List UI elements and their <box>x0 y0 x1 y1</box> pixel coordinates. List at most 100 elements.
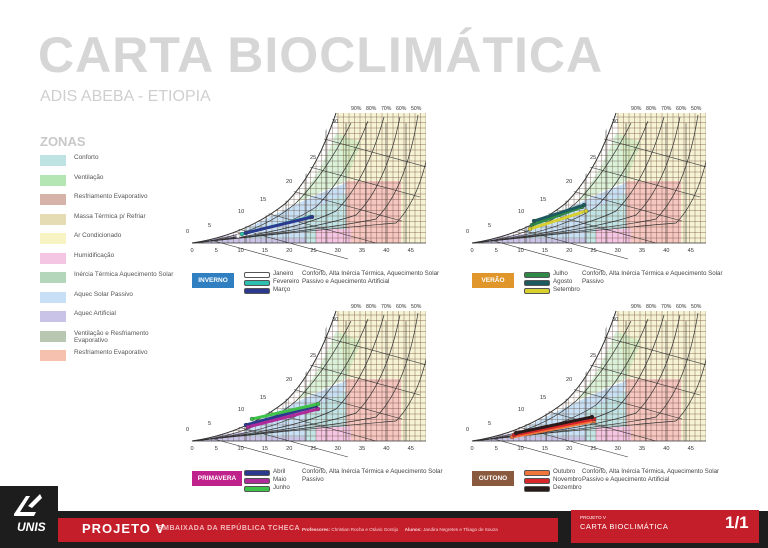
x-tick-label: 30 <box>615 248 621 254</box>
month-point <box>245 424 251 430</box>
zone-ventilacao <box>296 331 361 401</box>
saturation-label: 15 <box>540 395 546 401</box>
zone-swatch <box>40 311 66 322</box>
saturation-label: 5 <box>488 421 491 427</box>
zone-label: Ar Condicionado <box>74 232 122 239</box>
x-tick-label: 0 <box>470 446 473 452</box>
month-swatch <box>524 280 550 286</box>
month-line <box>244 404 318 427</box>
saturation-label: 25 <box>590 353 596 359</box>
chart-description: Conforto, Alta Inércia Térmica, Aquecime… <box>582 468 720 483</box>
month-point <box>527 226 533 232</box>
chart-description: Conforto, Alta Inércia Térmica e Aquecim… <box>582 270 723 285</box>
season-tag: PRIMAVERA <box>192 471 242 486</box>
saturation-label: 10 <box>238 209 244 215</box>
humidity-label: 50% <box>691 304 702 310</box>
saturation-label: 20 <box>286 179 292 185</box>
zone-swatch <box>40 194 66 205</box>
saturation-label: 25 <box>310 155 316 161</box>
x-tick-label: 40 <box>383 248 389 254</box>
psychrometric-chart: 90%80%70%60%50%40%05101520253035404530%2… <box>466 103 706 299</box>
chart-description: Conforto, Alta Inércia Térmica e Aquecim… <box>302 468 443 483</box>
saturation-label: 15 <box>260 395 266 401</box>
season-tag: VERÃO <box>472 273 514 288</box>
month-point <box>513 430 519 436</box>
x-tick-label: 20 <box>566 248 572 254</box>
x-tick-label: 30 <box>615 446 621 452</box>
x-tick-label: 5 <box>495 248 498 254</box>
month-line <box>530 205 584 227</box>
month-swatch <box>244 288 270 294</box>
students: Jandira Negretes e Thiago de Souza <box>423 527 498 532</box>
season-tag: OUTONO <box>472 471 514 486</box>
humidity-label: 50% <box>411 106 422 112</box>
zone-label: Humidificação <box>74 251 115 259</box>
chart-description: Conforto, Alta Inércia Térmica, Aquecime… <box>302 270 440 285</box>
month-line <box>510 419 596 439</box>
humidity-label: 50% <box>691 106 702 112</box>
x-tick-label: 15 <box>262 446 268 452</box>
x-tick-label: 35 <box>639 248 645 254</box>
humidity-label: 90% <box>351 106 362 112</box>
month-swatch <box>524 486 550 492</box>
x-tick-label: 20 <box>286 248 292 254</box>
saturation-label: 0 <box>186 229 189 235</box>
x-tick-label: 35 <box>639 446 645 452</box>
x-tick-label: 35 <box>359 248 365 254</box>
month-point <box>531 218 537 224</box>
x-tick-label: 40 <box>663 446 669 452</box>
zone-label: Aquec Artificial <box>74 310 116 317</box>
wet-bulb-lines <box>493 336 706 470</box>
psychrometric-chart: 90%80%70%60%50%40%05101520253035404530%2… <box>186 103 426 299</box>
zone-swatch <box>40 233 66 244</box>
humidity-label: 90% <box>631 304 642 310</box>
zone-item: Resfriamento Evaporativo <box>40 349 180 369</box>
zone-ventilacao <box>576 331 641 401</box>
zone-swatch <box>40 252 66 264</box>
saturation-label: 30 <box>612 119 618 125</box>
zone-label: Ventilação e Resfriamento Evaporativo <box>74 329 149 344</box>
wet-bulb-lines <box>213 138 426 272</box>
humidity-label: 50% <box>411 304 422 310</box>
month-name: Julho <box>553 270 568 277</box>
humidity-label: 60% <box>676 304 687 310</box>
month-point <box>249 416 255 422</box>
saturation-label: 20 <box>566 377 572 383</box>
x-tick-label: 15 <box>262 248 268 254</box>
zone-item: Resfriamento Evaporativo <box>40 193 180 213</box>
x-tick-label: 5 <box>215 248 218 254</box>
saturation-label: 5 <box>488 223 491 229</box>
x-tick-label: 10 <box>517 446 523 452</box>
month-swatch <box>244 272 270 278</box>
x-tick-label: 15 <box>542 446 548 452</box>
psychrometric-chart: 90%80%70%60%50%40%05101520253035404530%2… <box>186 301 426 497</box>
x-tick-label: 20 <box>286 446 292 452</box>
sheet-title: CARTA BIOCLIMÁTICA <box>580 522 669 531</box>
page-title: CARTA BIOCLIMÁTICA <box>38 27 604 83</box>
zone-swatch <box>40 213 66 225</box>
humidity-label: 70% <box>381 304 392 310</box>
x-tick-label: 0 <box>190 446 193 452</box>
month-line <box>246 407 320 429</box>
professors-label: Professores: <box>302 527 331 532</box>
chart-verao: 90%80%70%60%50%40%05101520253035404530%2… <box>466 103 723 299</box>
humidity-label: 80% <box>646 106 657 112</box>
month-swatch <box>244 470 270 476</box>
month-line <box>512 417 596 437</box>
page-number: 1/1 <box>725 513 749 532</box>
month-swatch <box>244 486 270 492</box>
zone-item: Conforto <box>40 154 180 174</box>
saturation-label: 15 <box>260 197 266 203</box>
humidity-label: 80% <box>366 106 377 112</box>
chart-inverno: 90%80%70%60%50%40%05101520253035404530%2… <box>186 103 439 299</box>
month-point <box>243 230 249 236</box>
zone-label: Resfriamento Evaporativo <box>74 349 148 356</box>
zone-swatch <box>40 174 66 186</box>
x-tick-label: 30 <box>335 248 341 254</box>
x-tick-label: 40 <box>663 248 669 254</box>
zone-swatch <box>40 272 66 283</box>
month-swatch <box>524 288 550 294</box>
month-point <box>309 214 315 220</box>
x-tick-label: 40 <box>383 446 389 452</box>
x-tick-label: 30 <box>335 446 341 452</box>
